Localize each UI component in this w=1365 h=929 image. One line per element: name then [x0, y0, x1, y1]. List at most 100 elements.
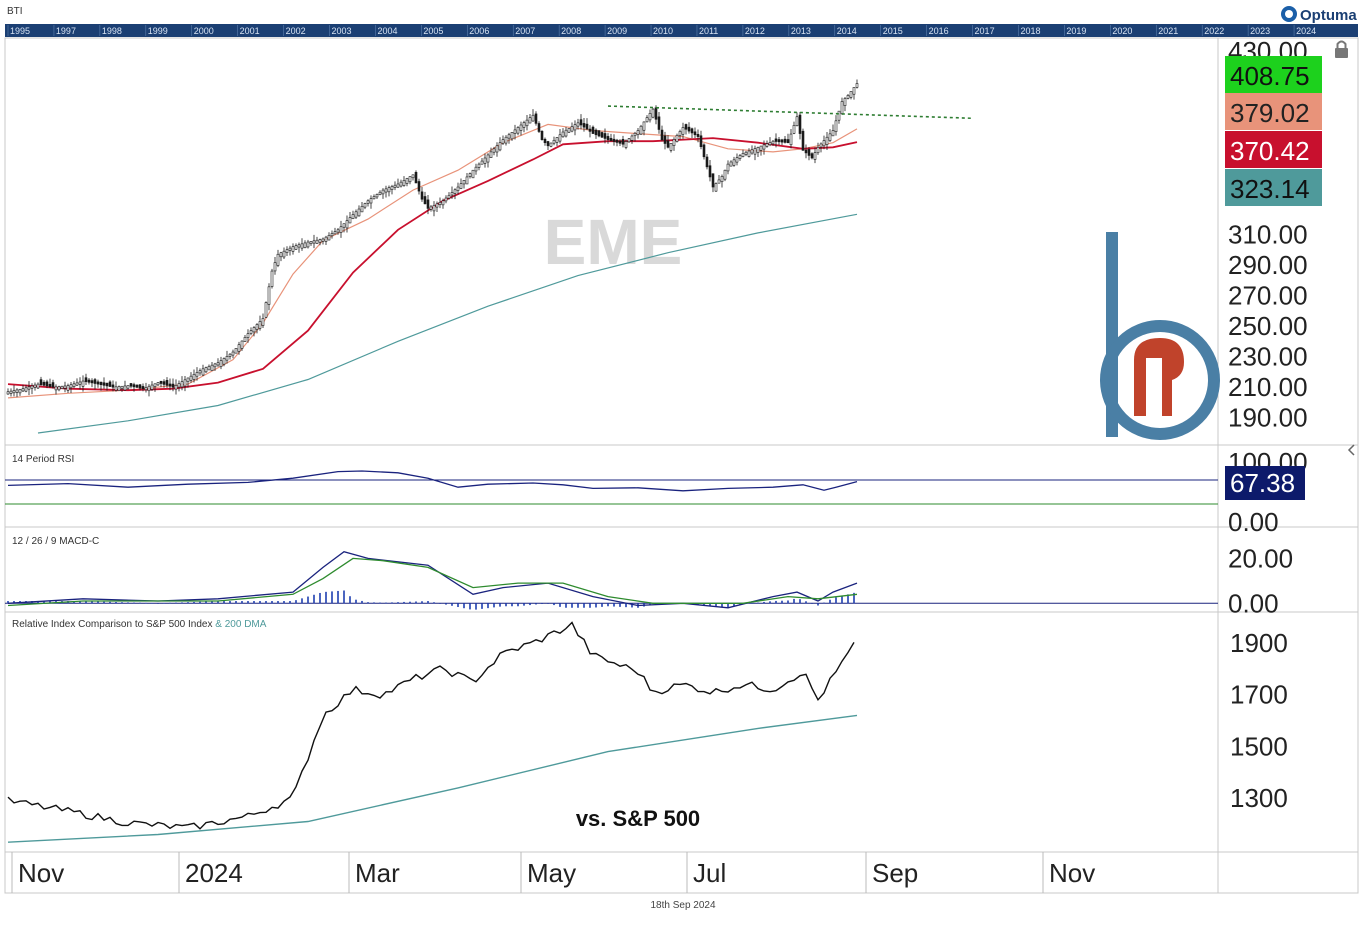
- candle-body: [402, 180, 406, 186]
- candle-body: [522, 122, 526, 128]
- candle-body: [579, 119, 583, 126]
- macd-histogram-bar: [349, 596, 351, 604]
- x-tick-label: Mar: [355, 858, 400, 888]
- relative-title: Relative Index Comparison to S&P 500 Ind…: [12, 619, 267, 630]
- ticker-watermark: EME: [544, 206, 683, 278]
- relative-tick-label: 1300: [1230, 783, 1288, 813]
- candle-body: [369, 198, 373, 204]
- candle-body: [228, 353, 232, 357]
- candle-body: [72, 383, 76, 387]
- macd-histogram-bar: [769, 601, 771, 604]
- candle-body: [612, 138, 616, 142]
- macd-histogram-bar: [451, 603, 453, 606]
- macd-histogram-bar: [391, 602, 393, 604]
- lock-button[interactable]: [1335, 40, 1348, 59]
- candle-body: [348, 217, 352, 224]
- candle-body: [654, 107, 658, 120]
- macd-histogram-bar: [595, 603, 597, 608]
- timeline-band[interactable]: [5, 24, 1358, 37]
- candle-body: [627, 138, 631, 143]
- candle-body: [597, 130, 601, 137]
- chevron-left-icon[interactable]: [1347, 444, 1355, 456]
- candle-body: [735, 157, 739, 163]
- candle-body: [696, 134, 700, 137]
- optuma-logo[interactable]: Optuma: [1281, 6, 1357, 24]
- candle-body: [240, 340, 244, 349]
- candle-body: [258, 321, 262, 329]
- candle-body: [621, 138, 625, 145]
- candle-body: [780, 139, 784, 143]
- macd-histogram-bar: [97, 601, 99, 604]
- macd-histogram-bar: [811, 603, 813, 604]
- candle-body: [264, 302, 268, 318]
- macd-histogram-bar: [301, 598, 303, 604]
- candle-body: [288, 247, 292, 251]
- macd-histogram-bar: [589, 603, 591, 608]
- candle-body: [171, 383, 175, 388]
- candle-body: [291, 246, 295, 252]
- candle-body: [165, 380, 169, 386]
- candle-body: [789, 133, 793, 146]
- badge-2: [1225, 131, 1322, 168]
- macd-histogram-bar: [781, 600, 783, 604]
- macd-histogram-bar: [601, 603, 603, 607]
- candle-body: [30, 385, 34, 389]
- macd-histogram-bar: [475, 603, 477, 610]
- candle-body: [18, 389, 22, 394]
- candle-body: [840, 101, 844, 115]
- macd-histogram-bar: [247, 601, 249, 604]
- candle-body: [792, 125, 796, 134]
- candle-body: [276, 253, 280, 266]
- candle-body: [603, 133, 607, 139]
- macd-histogram-bar: [373, 602, 375, 604]
- macd-histogram-bar: [607, 603, 609, 607]
- candle-body: [519, 124, 523, 131]
- candle-body: [312, 240, 316, 244]
- macd-histogram-bar: [481, 603, 483, 609]
- macd-histogram-bar: [559, 603, 561, 607]
- candle-body: [285, 249, 289, 253]
- candle-body: [54, 386, 58, 391]
- candle-body: [354, 211, 358, 218]
- candle-body: [180, 381, 184, 388]
- candle-body: [489, 151, 493, 158]
- macd-histogram-bar: [835, 597, 837, 604]
- macd-histogram-bar: [853, 592, 855, 604]
- price-tick-label: 310.00: [1228, 219, 1308, 249]
- macd-histogram-bar: [511, 603, 513, 607]
- candle-body: [135, 384, 139, 388]
- candle-body: [471, 169, 475, 179]
- macd-histogram-bar: [85, 601, 87, 604]
- candle-body: [57, 386, 61, 391]
- candle-body: [726, 163, 730, 172]
- macd-histogram-bar: [181, 602, 183, 604]
- candle-body: [660, 129, 664, 140]
- timeline-year-2001: 2001: [240, 26, 260, 36]
- timeline-year-1998: 1998: [102, 26, 122, 36]
- macd-histogram-bar: [115, 602, 117, 604]
- candle-body: [762, 144, 766, 150]
- rsi-tick-label: 0.00: [1228, 507, 1279, 537]
- candle-body: [261, 318, 265, 326]
- candle-body: [123, 385, 127, 391]
- candle-body: [501, 139, 505, 144]
- candle-body: [516, 127, 520, 134]
- timeline-year-2009: 2009: [607, 26, 627, 36]
- candle-body: [567, 128, 571, 133]
- candle-body: [822, 140, 826, 147]
- timeline-year-2005: 2005: [423, 26, 443, 36]
- candle-body: [105, 382, 109, 387]
- macd-histogram-bar: [565, 603, 567, 608]
- candle-body: [27, 386, 31, 390]
- macd-histogram-bar: [133, 602, 135, 604]
- candle-body: [477, 163, 481, 168]
- candle-body: [534, 113, 538, 124]
- candle-body: [396, 183, 400, 188]
- candle-body: [336, 229, 340, 233]
- macd-histogram-bar: [289, 601, 291, 604]
- timeline-year-2004: 2004: [377, 26, 397, 36]
- macd-histogram-bar: [343, 590, 345, 604]
- macd-histogram-bar: [211, 601, 213, 604]
